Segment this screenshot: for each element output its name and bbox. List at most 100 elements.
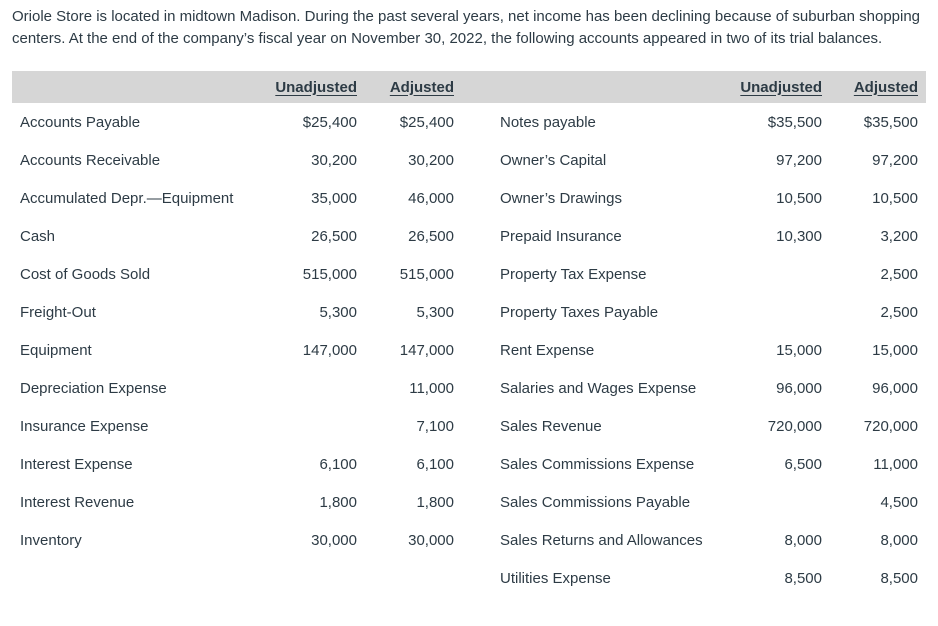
table-row: Insurance Expense 7,100 Sales Revenue 720,0… — [12, 407, 926, 445]
table-header-row: Unadjusted Adjusted Unadjusted Adjusted — [12, 71, 926, 103]
account-name-cell — [12, 559, 260, 597]
account-name-cell: Accounts Receivable — [20, 151, 161, 169]
adjusted-value-cell: 147,000 — [399, 341, 454, 359]
unadjusted-value-cell: 8,500 — [784, 569, 822, 587]
adjusted-value-cell: 4,500 — [880, 493, 918, 511]
col-header-label: Unadjusted — [740, 78, 822, 96]
unadjusted-value-cell — [260, 559, 357, 597]
col-header-label: Adjusted — [389, 78, 454, 96]
trial-balance-table: Unadjusted Adjusted Unadjusted Adjusted … — [12, 71, 926, 597]
empty-header-cell — [454, 71, 704, 103]
unadjusted-value-cell: 147,000 — [302, 341, 357, 359]
account-name-cell: Property Tax Expense — [500, 265, 647, 283]
unadjusted-value-cell: $35,500 — [767, 113, 822, 131]
table-row: Accounts Payable $25,400 $25,400 Notes paya… — [12, 103, 926, 141]
account-name-cell: Prepaid Insurance — [500, 227, 622, 245]
unadjusted-value-cell: 6,500 — [784, 455, 822, 473]
account-name-cell: Sales Revenue — [500, 417, 602, 435]
account-name-cell: Rent Expense — [500, 341, 595, 359]
table-row: Accumulated Depr.—Equipment 35,000 46,000 O… — [12, 179, 926, 217]
account-name-cell: Property Taxes Payable — [500, 303, 659, 321]
unadjusted-value-cell: 1,800 — [319, 493, 357, 511]
account-name-cell: Owner’s Drawings — [500, 189, 622, 207]
adjusted-value-cell: 97,200 — [872, 151, 918, 169]
adjusted-value-cell: 8,500 — [880, 569, 918, 587]
account-name-cell: Interest Revenue — [20, 493, 135, 511]
unadjusted-value-cell — [260, 369, 357, 407]
adjusted-value-cell: 10,500 — [872, 189, 918, 207]
table-row: Inventory 30,000 30,000 Sales Returns and A… — [12, 521, 926, 559]
intro-paragraph: Oriole Store is located in midtown Madis… — [12, 8, 921, 47]
table-row: Interest Expense 6,100 6,100 Sales Commissi… — [12, 445, 926, 483]
unadjusted-value-cell: 15,000 — [776, 341, 822, 359]
unadjusted-value-cell — [704, 483, 826, 521]
adjusted-value-cell: 515,000 — [399, 265, 454, 283]
account-name-cell: Notes payable — [500, 113, 596, 131]
account-name-cell: Insurance Expense — [20, 417, 149, 435]
unadjusted-value-cell: 30,200 — [311, 151, 357, 169]
unadjusted-value-cell: 515,000 — [302, 265, 357, 283]
table-row: Depreciation Expense 11,000 Salaries and W… — [12, 369, 926, 407]
table-row: Cash 26,500 26,500 Prepaid Insurance 10,300 3… — [12, 217, 926, 255]
adjusted-value-cell: 2,500 — [880, 303, 918, 321]
adjusted-value-cell: $25,400 — [399, 113, 454, 131]
adjusted-value-cell: 720,000 — [863, 417, 918, 435]
adjusted-value-cell: 6,100 — [416, 455, 454, 473]
adjusted-value-cell: 3,200 — [880, 227, 918, 245]
account-name-cell: Sales Returns and Allowances — [500, 531, 703, 549]
unadjusted-value-cell — [260, 407, 357, 445]
col-header-unadjusted-left: Unadjusted — [260, 71, 357, 103]
account-name-cell: Cash — [20, 227, 56, 245]
account-name-cell: Utilities Expense — [500, 569, 611, 587]
table-row: Equipment 147,000 147,000 Rent Expense 15,00… — [12, 331, 926, 369]
account-name-cell: Accumulated Depr.—Equipment — [20, 189, 234, 207]
col-header-adjusted-left: Adjusted — [357, 71, 454, 103]
account-name-cell: Accounts Payable — [20, 113, 141, 131]
table-row: Cost of Goods Sold 515,000 515,000 Property… — [12, 255, 926, 293]
account-name-cell: Interest Expense — [20, 455, 133, 473]
account-name-cell: Salaries and Wages Expense — [500, 379, 697, 397]
unadjusted-value-cell: 30,000 — [311, 531, 357, 549]
adjusted-value-cell: 11,000 — [409, 379, 454, 397]
account-name-cell: Sales Commissions Expense — [500, 455, 695, 473]
adjusted-value-cell: 7,100 — [416, 417, 454, 435]
page: Oriole Store is located in midtown Madis… — [12, 8, 926, 597]
adjusted-value-cell: 15,000 — [872, 341, 918, 359]
unadjusted-value-cell: 26,500 — [311, 227, 357, 245]
unadjusted-value-cell: 97,200 — [776, 151, 822, 169]
unadjusted-value-cell — [704, 293, 826, 331]
adjusted-value-cell: 26,500 — [408, 227, 454, 245]
account-name-cell: Equipment — [20, 341, 92, 359]
unadjusted-value-cell: 6,100 — [319, 455, 357, 473]
adjusted-value-cell: 30,000 — [408, 531, 454, 549]
account-name-cell: Sales Commissions Payable — [500, 493, 691, 511]
account-name-cell: Cost of Goods Sold — [20, 265, 151, 283]
unadjusted-value-cell: 10,500 — [776, 189, 822, 207]
col-header-adjusted-right: Adjusted — [826, 71, 926, 103]
adjusted-value-cell: 96,000 — [872, 379, 918, 397]
unadjusted-value-cell: 10,300 — [776, 227, 822, 245]
account-name-cell: Depreciation Expense — [20, 379, 167, 397]
unadjusted-value-cell: 35,000 — [311, 189, 357, 207]
empty-header-cell — [12, 71, 260, 103]
unadjusted-value-cell: 720,000 — [767, 417, 822, 435]
account-name-cell: Owner’s Capital — [500, 151, 607, 169]
adjusted-value-cell: 8,000 — [880, 531, 918, 549]
col-header-label: Unadjusted — [275, 78, 357, 96]
adjusted-value-cell: 1,800 — [416, 493, 454, 511]
col-header-unadjusted-right: Unadjusted — [704, 71, 826, 103]
adjusted-value-cell: 30,200 — [408, 151, 454, 169]
unadjusted-value-cell: 8,000 — [784, 531, 822, 549]
adjusted-value-cell: 11,000 — [873, 455, 918, 473]
adjusted-value-cell: 46,000 — [408, 189, 454, 207]
table-row: Freight-Out 5,300 5,300 Property Taxes Paya… — [12, 293, 926, 331]
adjusted-value-cell: 5,300 — [416, 303, 454, 321]
table-row: Interest Revenue 1,800 1,800 Sales Commissi… — [12, 483, 926, 521]
table-row: Utilities Expense 8,500 8,500 — [12, 559, 926, 597]
col-header-label: Adjusted — [853, 78, 918, 96]
unadjusted-value-cell: 96,000 — [776, 379, 822, 397]
account-name-cell: Freight-Out — [20, 303, 96, 321]
adjusted-value-cell: $35,500 — [863, 113, 918, 131]
adjusted-value-cell — [357, 559, 454, 597]
adjusted-value-cell: 2,500 — [880, 265, 918, 283]
